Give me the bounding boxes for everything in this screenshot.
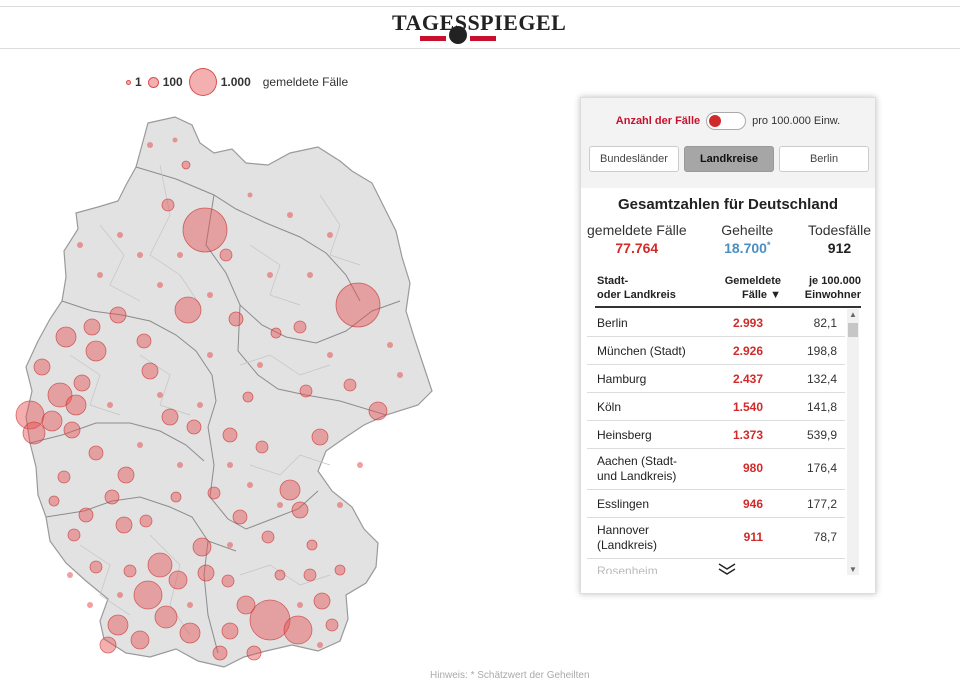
case-count: 1.540 <box>732 400 763 414</box>
legend-item-1: 1 <box>126 75 142 89</box>
column-header-cases[interactable]: Gemeldete Fälle ▼ <box>703 274 781 302</box>
tab-landkreise[interactable]: Landkreise <box>684 146 774 172</box>
legend-label: 1.000 <box>220 75 251 89</box>
region-name: Rosenheim <box>597 564 658 574</box>
panel-title: Gesamtzahlen für Deutschland <box>617 196 839 213</box>
region-name: Köln <box>597 400 622 414</box>
legend-dot-large <box>188 68 217 96</box>
total-value: 912 <box>827 240 852 256</box>
table-row[interactable]: Heinsberg 1.373 539,9 <box>587 421 845 449</box>
masthead: TAGESSPIEGEL <box>0 8 960 48</box>
per-100k: 132,4 <box>806 372 837 386</box>
legend-dot-medium <box>147 76 159 88</box>
metric-toggle-row: Anzahl der Fälle pro 100.000 Einw. <box>581 112 875 130</box>
header-divider <box>0 48 960 49</box>
total-label: Geheilte <box>721 222 774 238</box>
table-row[interactable]: Esslingen 946 177,2 <box>587 490 845 518</box>
logo-band-left <box>420 36 446 41</box>
table-scrollbar[interactable]: ▲ ▼ <box>847 309 859 575</box>
scroll-up-icon[interactable]: ▲ <box>849 310 857 319</box>
map-legend: 1 100 1.000 gemeldete Fälle <box>126 68 349 96</box>
metric-toggle-switch[interactable] <box>706 112 747 130</box>
total-deaths: Todesfälle 912 <box>808 222 871 256</box>
district-borders <box>69 164 361 636</box>
legend-item-1000: 1.000 <box>188 68 251 96</box>
header-line: oder Landkreis <box>597 289 676 301</box>
region-name: Hamburg <box>597 372 647 386</box>
legend-label: 100 <box>162 75 183 89</box>
per-100k: 78,7 <box>813 530 837 544</box>
legend-item-100: 100 <box>147 75 183 89</box>
toggle-label-per-100k[interactable]: pro 100.000 Einw. <box>752 115 841 127</box>
total-label: gemeldete Fälle <box>587 222 687 238</box>
region-name: Berlin <box>597 316 628 330</box>
per-100k: 198,8 <box>806 344 837 358</box>
legend-dot-small <box>126 79 131 85</box>
legend-unit: gemeldete Fälle <box>262 75 349 89</box>
toggle-label-cases[interactable]: Anzahl der Fälle <box>615 115 701 127</box>
chevron-down-icon[interactable] <box>717 562 737 576</box>
footnote-marker: * <box>766 240 771 250</box>
region-name: München (Stadt) <box>597 344 686 358</box>
region-name: Esslingen <box>597 497 650 511</box>
case-count: 980 <box>742 461 763 475</box>
table-row[interactable]: Hannover (Landkreis) 911 78,7 <box>587 518 845 559</box>
per-100k: 539,9 <box>806 428 837 442</box>
header-line: je 100.000 <box>809 275 861 287</box>
header-line: Fälle ▼ <box>741 289 781 301</box>
table-header: Stadt- oder Landkreis Gemeldete Fälle ▼ … <box>595 274 861 308</box>
scroll-thumb[interactable] <box>848 323 858 337</box>
region-name: Hannover (Landkreis) <box>597 523 658 552</box>
table-row[interactable]: Rosenheim <box>587 559 845 574</box>
total-value-wrap: 18.700* <box>721 240 773 256</box>
header-line: Gemeldete <box>724 275 781 287</box>
stats-panel: Anzahl der Fälle pro 100.000 Einw. Bunde… <box>580 97 876 594</box>
region-name: Heinsberg <box>597 428 652 442</box>
total-reported: gemeldete Fälle 77.764 <box>587 222 687 256</box>
per-100k: 82,1 <box>813 316 837 330</box>
column-header-region: Stadt- oder Landkreis <box>597 274 676 302</box>
legend-label: 1 <box>135 75 142 89</box>
header-line: Stadt- <box>597 275 629 287</box>
table-row[interactable]: Berlin 2.993 82,1 <box>587 309 845 337</box>
totals: gemeldete Fälle 77.764 Geheilte 18.700* … <box>587 222 871 256</box>
case-count: 911 <box>743 530 763 544</box>
region-name: Aachen (Stadt- und Landkreis) <box>597 454 678 483</box>
case-count: 1.373 <box>732 428 763 442</box>
table-row[interactable]: München (Stadt) 2.926 198,8 <box>587 337 845 365</box>
tagesspiegel-logo[interactable]: TAGESSPIEGEL <box>392 10 567 35</box>
globe-icon <box>449 26 467 44</box>
per-100k: 176,4 <box>806 461 837 475</box>
total-recovered: Geheilte 18.700* <box>721 222 773 256</box>
table-row[interactable]: Hamburg 2.437 132,4 <box>587 365 845 393</box>
table-body[interactable]: Berlin 2.993 82,1 München (Stadt) 2.926 … <box>587 309 847 574</box>
table-row[interactable]: Aachen (Stadt- und Landkreis) 980 176,4 <box>587 449 845 490</box>
tab-berlin[interactable]: Berlin <box>779 146 869 172</box>
case-count: 946 <box>742 497 763 511</box>
panel-controls: Anzahl der Fälle pro 100.000 Einw. Bunde… <box>581 98 875 188</box>
small-bubbles <box>67 137 403 648</box>
case-count: 2.437 <box>732 372 763 386</box>
level-tabs: Bundesländer Landkreise Berlin <box>589 146 869 172</box>
logo-band-right <box>470 36 496 41</box>
header-line: Einwohner <box>804 289 861 301</box>
case-count: 2.993 <box>732 316 763 330</box>
scroll-down-icon[interactable]: ▼ <box>849 565 857 574</box>
state-borders <box>29 166 401 654</box>
case-bubbles <box>15 160 388 661</box>
germany-map[interactable] <box>0 105 445 680</box>
tab-bundeslaender[interactable]: Bundesländer <box>589 146 679 172</box>
case-count: 2.926 <box>732 344 763 358</box>
footnote: Hinweis: * Schätzwert der Geheilten <box>430 670 590 681</box>
column-header-per-100k[interactable]: je 100.000 Einwohner <box>785 274 861 302</box>
total-label: Todesfälle <box>807 222 871 238</box>
total-value: 18.700 <box>724 240 767 256</box>
total-value: 77.764 <box>615 240 659 256</box>
top-divider <box>0 6 960 7</box>
table-row[interactable]: Köln 1.540 141,8 <box>587 393 845 421</box>
toggle-knob <box>709 115 722 127</box>
per-100k: 177,2 <box>806 497 837 511</box>
per-100k: 141,8 <box>806 400 837 414</box>
